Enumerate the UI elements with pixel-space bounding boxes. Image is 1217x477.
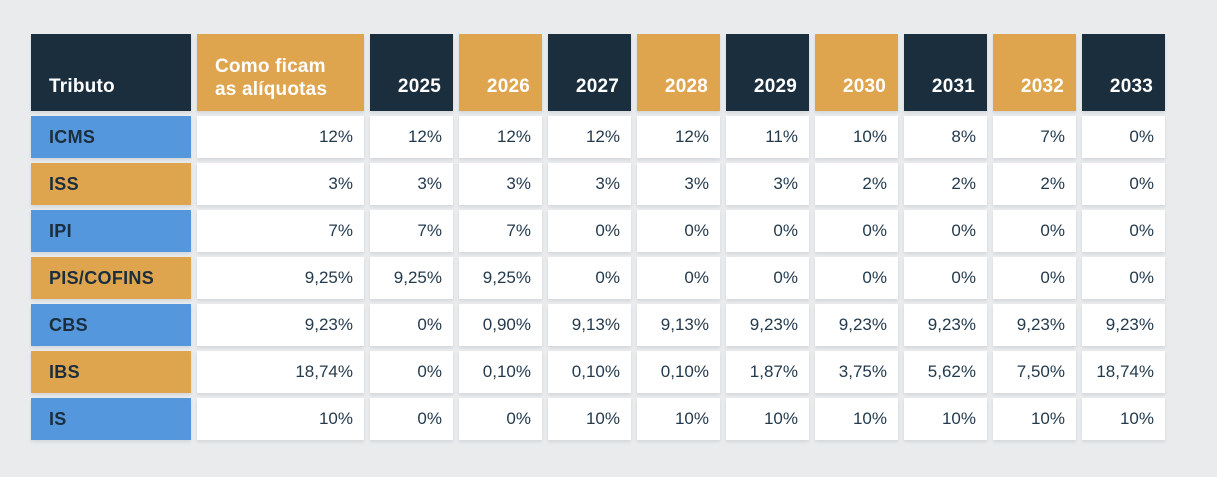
value-cell-cbs-col8: 9,23% [993,304,1076,346]
value-cell-ibs-col9: 18,74% [1082,351,1165,393]
column-header-2028: 2028 [637,34,720,111]
row-label-cbs: CBS [31,304,191,346]
value-cell-pis-cofins-col3: 0% [548,257,631,299]
value-cell-cbs-col6: 9,23% [815,304,898,346]
row-label-pis-cofins: PIS/COFINS [31,257,191,299]
column-header-2032: 2032 [993,34,1076,111]
value-cell-cbs-col7: 9,23% [904,304,987,346]
row-label-ibs: IBS [31,351,191,393]
column-header-2030: 2030 [815,34,898,111]
value-cell-cbs-col2: 0,90% [459,304,542,346]
value-cell-pis-cofins-col0: 9,25% [197,257,364,299]
value-cell-ibs-col5: 1,87% [726,351,809,393]
value-cell-icms-col7: 8% [904,116,987,158]
value-cell-iss-col4: 3% [637,163,720,205]
column-header-2029: 2029 [726,34,809,111]
value-cell-is-col0: 10% [197,398,364,440]
value-cell-cbs-col9: 9,23% [1082,304,1165,346]
value-cell-icms-col3: 12% [548,116,631,158]
value-cell-ibs-col6: 3,75% [815,351,898,393]
value-cell-iss-col6: 2% [815,163,898,205]
column-header-2031: 2031 [904,34,987,111]
value-cell-ibs-col4: 0,10% [637,351,720,393]
value-cell-ipi-col2: 7% [459,210,542,252]
value-cell-cbs-col5: 9,23% [726,304,809,346]
value-cell-pis-cofins-col6: 0% [815,257,898,299]
value-cell-ipi-col3: 0% [548,210,631,252]
value-cell-pis-cofins-col8: 0% [993,257,1076,299]
value-cell-is-col1: 0% [370,398,453,440]
value-cell-iss-col5: 3% [726,163,809,205]
row-label-icms: ICMS [31,116,191,158]
value-cell-ibs-col7: 5,62% [904,351,987,393]
value-cell-ipi-col1: 7% [370,210,453,252]
value-cell-iss-col7: 2% [904,163,987,205]
value-cell-ibs-col2: 0,10% [459,351,542,393]
row-label-is: IS [31,398,191,440]
value-cell-icms-col9: 0% [1082,116,1165,158]
value-cell-icms-col4: 12% [637,116,720,158]
value-cell-icms-col5: 11% [726,116,809,158]
value-cell-ibs-col0: 18,74% [197,351,364,393]
value-cell-pis-cofins-col7: 0% [904,257,987,299]
value-cell-is-col2: 0% [459,398,542,440]
value-cell-cbs-col4: 9,13% [637,304,720,346]
value-cell-pis-cofins-col1: 9,25% [370,257,453,299]
value-cell-icms-col1: 12% [370,116,453,158]
value-cell-iss-col9: 0% [1082,163,1165,205]
value-cell-cbs-col0: 9,23% [197,304,364,346]
column-header-como-ficam: Como ficam as alíquotas [197,34,364,111]
value-cell-icms-col6: 10% [815,116,898,158]
row-label-ipi: IPI [31,210,191,252]
value-cell-ipi-col0: 7% [197,210,364,252]
value-cell-ipi-col9: 0% [1082,210,1165,252]
value-cell-iss-col8: 2% [993,163,1076,205]
value-cell-icms-col2: 12% [459,116,542,158]
value-cell-cbs-col3: 9,13% [548,304,631,346]
column-header-2027: 2027 [548,34,631,111]
column-header-2026: 2026 [459,34,542,111]
value-cell-ipi-col7: 0% [904,210,987,252]
value-cell-ibs-col3: 0,10% [548,351,631,393]
value-cell-iss-col3: 3% [548,163,631,205]
value-cell-ipi-col8: 0% [993,210,1076,252]
row-label-iss: ISS [31,163,191,205]
value-cell-iss-col1: 3% [370,163,453,205]
value-cell-icms-col8: 7% [993,116,1076,158]
value-cell-iss-col0: 3% [197,163,364,205]
value-cell-ipi-col5: 0% [726,210,809,252]
value-cell-pis-cofins-col4: 0% [637,257,720,299]
value-cell-is-col5: 10% [726,398,809,440]
tax-rates-table: Tributo Como ficam as alíquotas 2025 2026 20… [31,34,1165,440]
value-cell-is-col9: 10% [1082,398,1165,440]
column-header-2025: 2025 [370,34,453,111]
value-cell-pis-cofins-col9: 0% [1082,257,1165,299]
value-cell-pis-cofins-col5: 0% [726,257,809,299]
value-cell-is-col3: 10% [548,398,631,440]
value-cell-is-col4: 10% [637,398,720,440]
value-cell-is-col8: 10% [993,398,1076,440]
value-cell-cbs-col1: 0% [370,304,453,346]
value-cell-icms-col0: 12% [197,116,364,158]
value-cell-is-col6: 10% [815,398,898,440]
column-header-tributo: Tributo [31,34,191,111]
value-cell-iss-col2: 3% [459,163,542,205]
value-cell-ibs-col1: 0% [370,351,453,393]
column-header-2033: 2033 [1082,34,1165,111]
value-cell-ipi-col4: 0% [637,210,720,252]
value-cell-ibs-col8: 7,50% [993,351,1076,393]
value-cell-is-col7: 10% [904,398,987,440]
value-cell-pis-cofins-col2: 9,25% [459,257,542,299]
value-cell-ipi-col6: 0% [815,210,898,252]
